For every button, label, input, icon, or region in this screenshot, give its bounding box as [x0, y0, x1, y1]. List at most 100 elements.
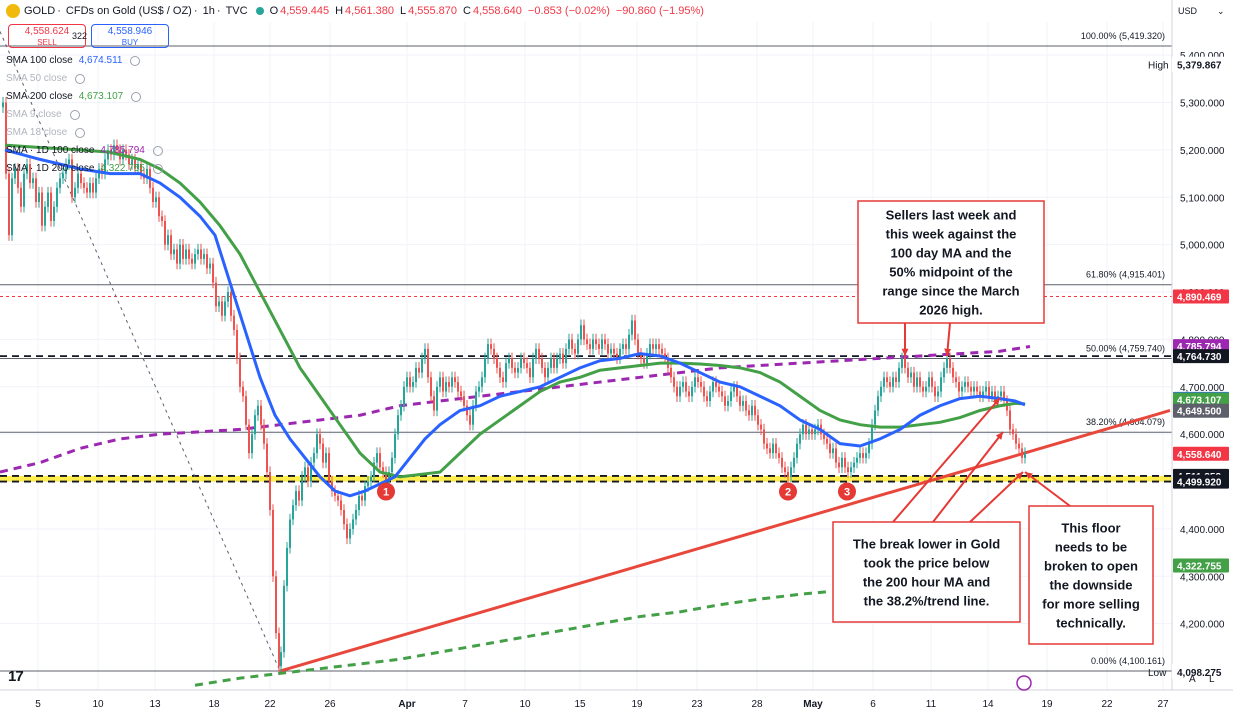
- tradingview-logo-icon[interactable]: 17: [8, 668, 24, 685]
- eye-icon[interactable]: [152, 163, 163, 174]
- candle-body: [430, 377, 432, 397]
- candle-body: [71, 159, 73, 198]
- candle-body: [1024, 453, 1026, 458]
- candle-body: [275, 576, 277, 634]
- candle-body: [526, 363, 528, 368]
- annotation-text: This floor: [1061, 520, 1120, 535]
- candle-body: [11, 178, 13, 236]
- legend-item[interactable]: SMA · 1D 100 close 4,785.794: [6, 145, 163, 156]
- price-label-text: 4,499.920: [1177, 478, 1222, 489]
- x-tick-label: 22: [264, 699, 276, 710]
- buy-price: 4,558.946: [107, 26, 153, 37]
- y-tick-label: 5,300.000: [1180, 99, 1225, 110]
- legend-item[interactable]: SMA 18 close: [6, 127, 86, 138]
- candle-body: [871, 424, 873, 444]
- buy-button[interactable]: 4,558.946 BUY: [91, 24, 169, 48]
- eye-icon[interactable]: [152, 145, 163, 156]
- sell-button[interactable]: 4,558.624 SELL: [8, 24, 86, 48]
- legend-item[interactable]: SMA · 1D 200 close 4,322.755: [6, 163, 163, 174]
- candle-body: [436, 386, 438, 411]
- candle-body: [415, 367, 417, 383]
- candle-body: [706, 396, 708, 402]
- candle-body: [412, 382, 414, 387]
- candle-body: [943, 367, 945, 378]
- candle-body: [955, 377, 957, 383]
- candle-body: [994, 391, 996, 402]
- x-tick-label: 11: [926, 699, 937, 710]
- eye-icon[interactable]: [75, 127, 86, 138]
- legend-item[interactable]: SMA 50 close: [6, 73, 86, 84]
- price-label-bg: [1173, 289, 1229, 304]
- candle-body: [694, 377, 696, 387]
- currency-select[interactable]: USD ⌄: [1178, 6, 1225, 16]
- candle-body: [541, 358, 543, 368]
- candle-body: [215, 282, 217, 307]
- annotation-text: 50% midpoint of the: [889, 264, 1013, 279]
- annotation-text: broken to open: [1044, 558, 1138, 573]
- candle-body: [400, 405, 402, 416]
- candle-body: [68, 159, 70, 165]
- candle-body: [80, 173, 82, 184]
- candle-body: [778, 453, 780, 458]
- sell-label: SELL: [37, 38, 57, 47]
- change-value: −0.853 (−0.02%): [527, 5, 610, 17]
- price-label-bg: [1173, 558, 1229, 573]
- eye-icon[interactable]: [130, 55, 141, 66]
- price-label-prefix: Low: [1148, 668, 1167, 679]
- x-tick-label: 22: [1101, 699, 1113, 710]
- candle-body: [985, 386, 987, 392]
- x-tick-label: 19: [631, 699, 643, 710]
- y-tick-label: 4,700.000: [1180, 383, 1225, 394]
- candle-body: [976, 386, 978, 392]
- legend-item[interactable]: SMA 100 close 4,674.511: [6, 55, 141, 66]
- candle-body: [880, 386, 882, 397]
- candle-body: [625, 344, 627, 349]
- candle-body: [448, 382, 450, 387]
- candle-body: [982, 391, 984, 397]
- candle-body: [592, 339, 594, 349]
- x-tick-label: 13: [149, 699, 161, 710]
- symbol[interactable]: GOLD: [24, 5, 56, 17]
- candle-body: [823, 434, 825, 439]
- candle-body: [499, 367, 501, 378]
- interval[interactable]: 1h: [202, 5, 215, 17]
- candle-body: [206, 254, 208, 269]
- fib-level-label: 100.00% (5,419.320): [1081, 31, 1165, 41]
- price-label: 4,558.640: [1173, 446, 1229, 461]
- candle-body: [595, 339, 597, 345]
- candle-body: [280, 652, 282, 667]
- candle-body: [242, 386, 244, 397]
- candle-body: [346, 524, 348, 539]
- candle-body: [583, 325, 585, 340]
- candle-body: [1000, 391, 1002, 397]
- legend-value: 4,673.107: [78, 91, 124, 102]
- candle-body: [556, 358, 558, 368]
- legend-item[interactable]: SMA 200 close 4,673.107: [6, 91, 142, 102]
- candle-body: [781, 457, 783, 468]
- candle-body: [700, 382, 702, 387]
- candle-body: [469, 415, 471, 425]
- log-scale-button[interactable]: L: [1209, 674, 1215, 685]
- candle-body: [544, 367, 546, 378]
- x-tick-label: 23: [691, 699, 703, 710]
- candle-body: [283, 585, 285, 653]
- candle-body: [47, 192, 49, 207]
- candle-body: [131, 159, 133, 165]
- candle-body: [218, 301, 220, 307]
- y-tick-label: 5,100.000: [1180, 193, 1225, 204]
- candle-body: [113, 145, 115, 155]
- legend-item[interactable]: SMA 9 close: [6, 109, 80, 120]
- eye-icon[interactable]: [131, 91, 142, 102]
- candle-body: [286, 547, 288, 586]
- eye-icon[interactable]: [69, 109, 80, 120]
- y-tick-label: 5,000.000: [1180, 241, 1225, 252]
- legend-label: SMA 18 close: [6, 127, 68, 138]
- candle-body: [637, 339, 639, 354]
- eye-icon[interactable]: [75, 73, 86, 84]
- legend-label: SMA 9 close: [6, 109, 62, 120]
- support-zone: [0, 475, 1172, 482]
- candle-body: [856, 457, 858, 463]
- auto-scale-button[interactable]: A: [1189, 674, 1196, 685]
- candle-body: [853, 462, 855, 468]
